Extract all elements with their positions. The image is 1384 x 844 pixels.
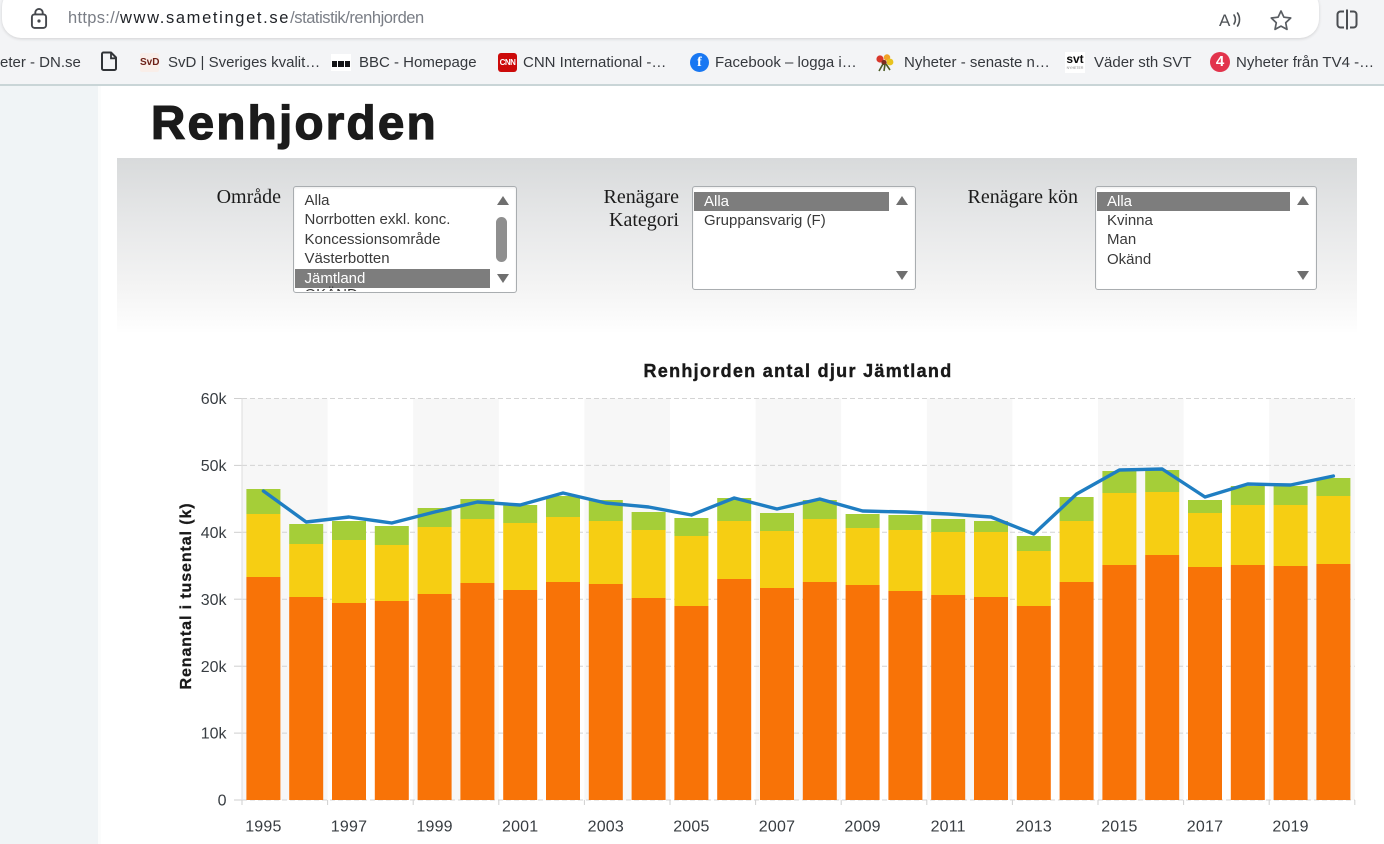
svg-text:2013: 2013 <box>1016 819 1052 836</box>
svg-text:2009: 2009 <box>844 819 880 836</box>
svg-text:2017: 2017 <box>1187 819 1223 836</box>
svg-text:1999: 1999 <box>416 819 452 836</box>
svg-text:A: A <box>1219 11 1231 30</box>
svg-text:Renantal i tusental (k): Renantal i tusental (k) <box>178 503 195 690</box>
svg-text:2011: 2011 <box>931 819 966 836</box>
svg-text:0: 0 <box>218 793 227 810</box>
svg-text:1995: 1995 <box>245 819 281 836</box>
svg-text:60k: 60k <box>201 391 228 408</box>
svg-text:10k: 10k <box>201 726 228 743</box>
svg-text:2001: 2001 <box>502 819 538 836</box>
svg-text:2015: 2015 <box>1101 819 1137 836</box>
svg-text:30k: 30k <box>201 592 228 609</box>
svg-text:2005: 2005 <box>673 819 709 836</box>
svg-text:50k: 50k <box>201 458 228 475</box>
svg-text:Renhjorden antal djur Jämtland: Renhjorden antal djur Jämtland <box>643 361 952 381</box>
svg-text:2007: 2007 <box>759 819 795 836</box>
svg-text:1997: 1997 <box>331 819 367 836</box>
svg-text:20k: 20k <box>201 659 228 676</box>
svg-text:2003: 2003 <box>588 819 624 836</box>
svg-text:2019: 2019 <box>1272 819 1308 836</box>
svg-text:40k: 40k <box>201 525 228 542</box>
